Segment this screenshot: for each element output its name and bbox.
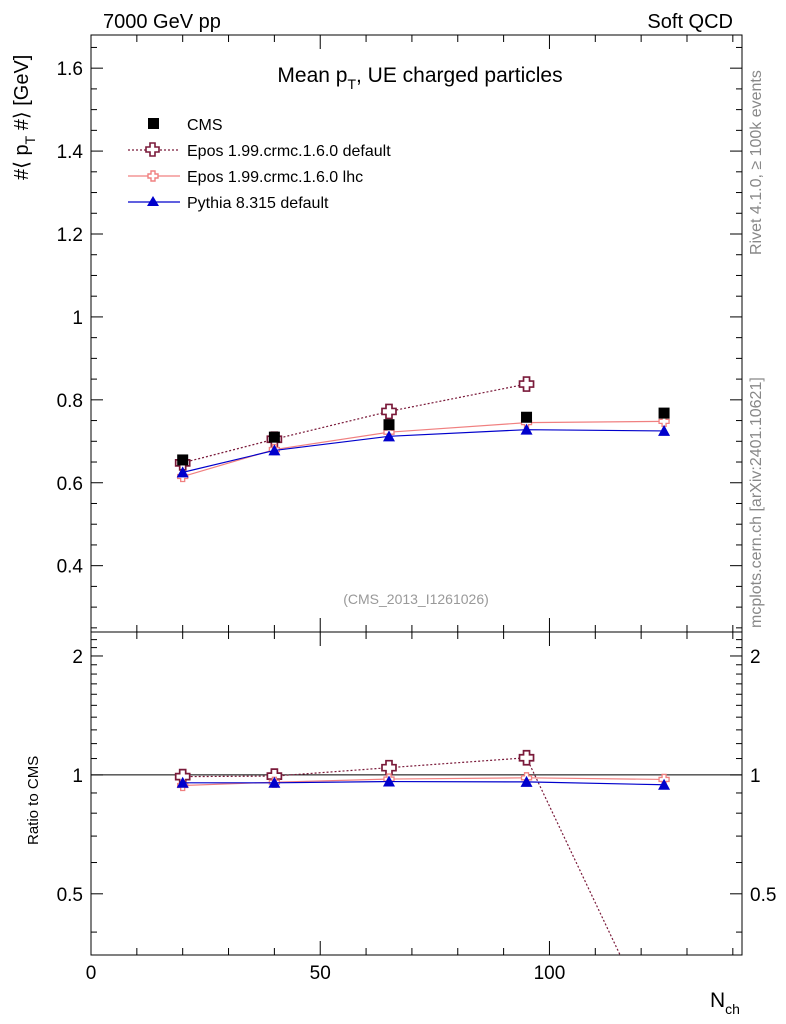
y-tick-label: 1 [72,308,83,329]
ratio-point-2 [268,776,281,788]
legend-marker-cms [148,118,159,129]
y-tick-label: 0.6 [57,474,83,495]
rivet-version-label: Rivet 4.1.0, ≥ 100k events [748,70,765,255]
chart-title: Mean pT, UE charged particles [277,64,562,92]
legend-label-epos-default: Epos 1.99.crmc.1.6.0 default [187,143,391,160]
series-point-2 [176,466,189,478]
data-point-cms [658,407,670,419]
y-tick-label: 1.2 [57,225,83,246]
legend-marker-pythia [147,196,159,206]
ratio-tick-label: 2 [72,647,83,668]
mcplots-credit-label: mcplots.cern.ch [arXiv:2401.10621] [748,377,765,628]
series-point-0 [518,376,535,392]
ratio-point-2 [382,775,395,787]
header-energy: 7000 GeV pp [103,11,221,33]
ratio-tick-label: 0.5 [57,885,83,906]
x-tick-label: 50 [310,963,331,984]
series-line-0 [182,383,527,464]
series-line-2 [182,429,665,473]
y-tick-label: 1.4 [57,142,84,163]
main-axis-ticks: 0.4 0.6 0.8 1 1.2 1.4 1.6 [57,35,742,632]
ratio-point-2 [520,775,533,787]
data-point-cms [177,454,189,466]
series-point-0 [381,403,397,420]
series-line-1 [182,420,665,478]
legend-label-epos-lhc: Epos 1.99.crmc.1.6.0 lhc [187,169,363,186]
y-tick-label: 0.4 [57,557,84,578]
series-point-2 [382,430,395,442]
ratio-tick-label: 2 [750,647,761,668]
ratio-plot-frame [90,631,743,956]
ratio-line-0 [182,757,621,955]
ratio-line-2 [182,780,665,786]
ratio-point-0 [381,759,397,776]
series-point-2 [520,423,533,435]
y-tick-label: 0.8 [57,391,83,412]
ratio-tick-label: 1 [750,766,761,787]
analysis-id-label: (CMS_2013_I1261026) [343,591,489,607]
ratio-axis-ticks: 0 50 100 0.5 0.5 1 1 2 2 [57,632,776,984]
ratio-tick-label: 0.5 [750,885,776,906]
legend-label-cms: CMS [187,117,223,134]
series-point-2 [658,424,671,436]
x-tick-label: 0 [86,963,97,984]
data-point-cms [521,411,533,423]
legend-marker-epos-lhc [147,170,159,182]
x-axis-label: Nch [710,989,740,1017]
ratio-tick-label: 1 [72,766,83,787]
series-point-1 [658,415,670,428]
data-point-cms [383,419,395,431]
legend-label-pythia: Pythia 8.315 default [187,195,329,212]
header-process: Soft QCD [647,11,733,33]
ratio-point-0 [518,749,535,766]
y-axis-label: #⟨ pT #⟩ [GeV] [11,55,38,180]
ratio-point-2 [658,778,671,790]
legend-marker-epos-default [145,142,160,157]
data-point-cms [268,431,280,443]
series-point-2 [268,444,281,456]
ratio-point-2 [176,776,189,788]
ratio-y-axis-label: Ratio to CMS [25,756,42,845]
y-tick-label: 1.6 [57,59,83,80]
x-tick-label: 100 [534,963,566,984]
ratio-series-group [174,749,671,955]
series-layer [174,376,671,955]
legend: CMS Epos 1.99.crmc.1.6.0 default Epos 1.… [128,117,391,212]
